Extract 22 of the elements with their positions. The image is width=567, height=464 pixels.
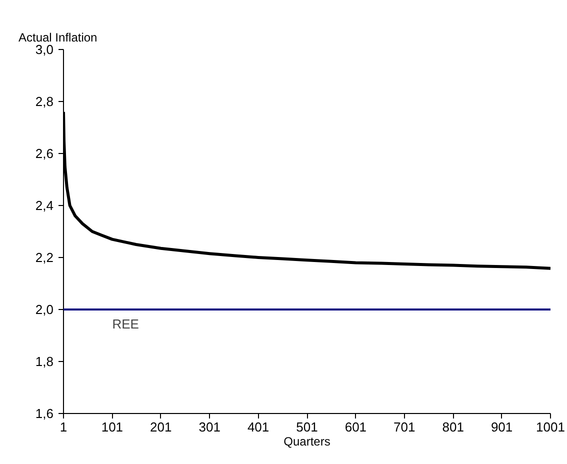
y-tick-label: 3,0 <box>35 42 54 57</box>
y-axis-title: Actual Inflation <box>18 30 98 44</box>
x-tick-label: 901 <box>490 420 513 434</box>
ref-line-label: REE <box>112 316 140 332</box>
y-tick-label: 2,8 <box>35 94 54 109</box>
y-tick-label: 2,0 <box>35 302 54 317</box>
y-tick-label: 1,6 <box>35 406 54 421</box>
y-tick-label: 2,4 <box>35 198 54 213</box>
x-tick-label: 801 <box>442 420 464 434</box>
x-tick-label: 501 <box>296 420 318 434</box>
y-tick-label: 1,8 <box>35 354 54 369</box>
x-tick-label: 701 <box>394 420 416 434</box>
x-axis-title: Quarters <box>284 434 330 448</box>
x-tick-label: 101 <box>101 420 124 434</box>
x-tick-label: 301 <box>198 420 220 434</box>
y-tick-label: 2,2 <box>35 250 54 265</box>
y-tick-label: 2,6 <box>35 146 54 161</box>
x-tick-label: 1001 <box>536 420 565 434</box>
x-tick-label: 401 <box>247 420 270 434</box>
x-tick-label: 1 <box>60 420 68 434</box>
x-tick-label: 201 <box>150 420 172 434</box>
x-tick-label: 601 <box>344 420 367 434</box>
